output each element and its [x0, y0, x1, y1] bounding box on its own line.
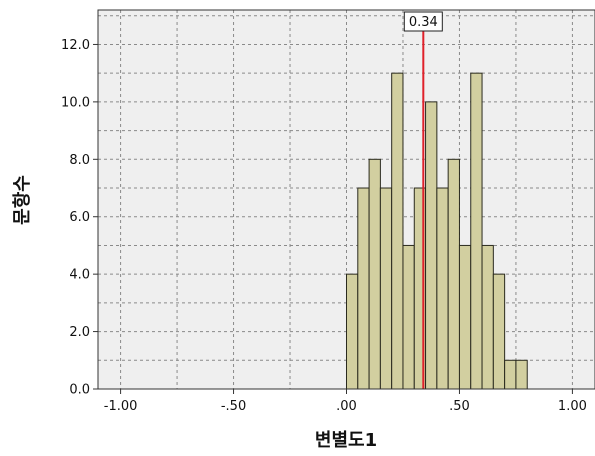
histogram-bar	[492, 273, 506, 390]
histogram-bar	[470, 72, 483, 390]
histogram-bar	[368, 158, 381, 390]
y-tick-label: 10.0	[61, 95, 90, 110]
histogram-bar	[504, 359, 517, 390]
histogram-bar	[436, 187, 449, 390]
x-tick-label: -1.00	[104, 399, 138, 414]
histogram-bar	[346, 273, 359, 390]
y-tick-label: 12.0	[61, 38, 90, 53]
histogram-bar	[481, 244, 494, 390]
histogram-bar	[447, 158, 460, 390]
y-tick-label: 0.0	[69, 383, 90, 398]
x-tick-label: 1.00	[558, 399, 587, 414]
y-tick-label: 8.0	[69, 153, 90, 168]
y-tick-label: 2.0	[69, 325, 90, 340]
histogram-bar	[357, 187, 370, 390]
histogram-bar	[379, 187, 393, 390]
y-tick-label: 6.0	[69, 210, 90, 225]
y-tick-label: 4.0	[69, 268, 90, 283]
reference-label-box	[403, 11, 443, 32]
y-axis-title: 문항수	[12, 175, 33, 225]
y-axis-ticks: 0.0 2.0 4.0 6.0 8.0 10.0 12.0	[61, 38, 98, 398]
histogram-bar	[402, 244, 415, 390]
reference-line-group: 0.34	[403, 11, 443, 389]
x-axis-ticks: -1.00 -.50 .00 .50 1.00	[104, 389, 587, 414]
x-axis-title: 변별도1	[315, 430, 377, 451]
histogram-bar	[515, 359, 528, 390]
x-tick-label: -.50	[221, 399, 246, 414]
histogram-bars	[346, 72, 528, 390]
histogram-bar	[458, 244, 472, 390]
histogram-bar	[391, 72, 404, 390]
reference-label: 0.34	[409, 15, 438, 30]
histogram-bar	[425, 101, 438, 390]
x-tick-label: .00	[336, 399, 357, 414]
x-tick-label: .50	[449, 399, 470, 414]
